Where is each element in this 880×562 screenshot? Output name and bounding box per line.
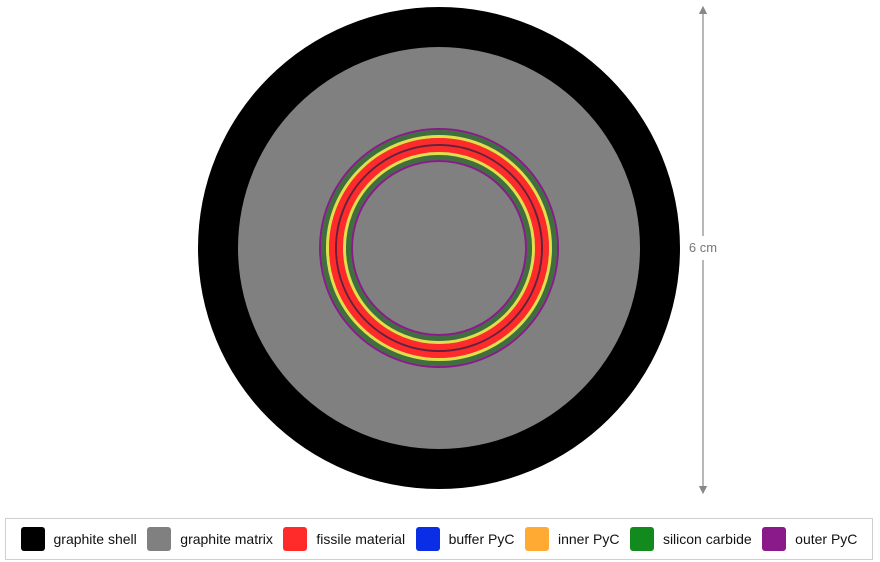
legend-item-graphite-shell: graphite shell: [20, 527, 137, 551]
buffer-pyc-swatch: [415, 527, 440, 551]
legend-label: graphite matrix: [180, 531, 273, 547]
legend-label: inner PyC: [557, 531, 620, 547]
legend-item-buffer-pyc: buffer PyC: [415, 527, 515, 551]
legend-item-graphite-matrix: graphite matrix: [147, 527, 273, 551]
fuel-pebble-diagram: 6 cm: [198, 5, 717, 495]
legend-item-outer-pyc: outer PyC: [762, 527, 857, 551]
graphite-matrix-swatch: [147, 527, 172, 551]
fuel-ring-outer-pyc: [319, 128, 559, 368]
fuel-ring-inner-pyc-2: [343, 152, 535, 344]
legend-label: silicon carbide: [662, 531, 752, 547]
fuel-ring-outer-pyc-2: [351, 160, 527, 336]
legend-item-silicon-carbide: silicon carbide: [629, 527, 752, 551]
fuel-ring-silicon-carbide-2: [346, 155, 532, 341]
outer-pyc-swatch: [762, 527, 787, 551]
fuel-ring-dark-mid: [335, 144, 543, 352]
legend-item-fissile-material: fissile material: [283, 527, 405, 551]
legend-label: buffer PyC: [448, 531, 515, 547]
graphite-shell-swatch: [20, 527, 45, 551]
fuel-ring-inner-pyc: [326, 135, 552, 361]
fuel-ring-fissile-outer: [329, 138, 549, 358]
inner-pyc-swatch: [524, 527, 549, 551]
legend-label: fissile material: [316, 531, 406, 547]
fuel-ring-fissile-inner: [337, 146, 541, 350]
silicon-carbide-swatch: [629, 527, 654, 551]
fuel-ring-silicon-carbide: [321, 130, 557, 366]
fissile-material-swatch: [283, 527, 308, 551]
graphite-matrix-region: [238, 47, 640, 449]
legend: graphite shell graphite matrix fissile m…: [5, 518, 873, 560]
legend-label: graphite shell: [53, 531, 137, 547]
legend-label: outer PyC: [795, 531, 858, 547]
legend-item-inner-pyc: inner PyC: [524, 527, 620, 551]
dimension-label: 6 cm: [689, 240, 717, 255]
